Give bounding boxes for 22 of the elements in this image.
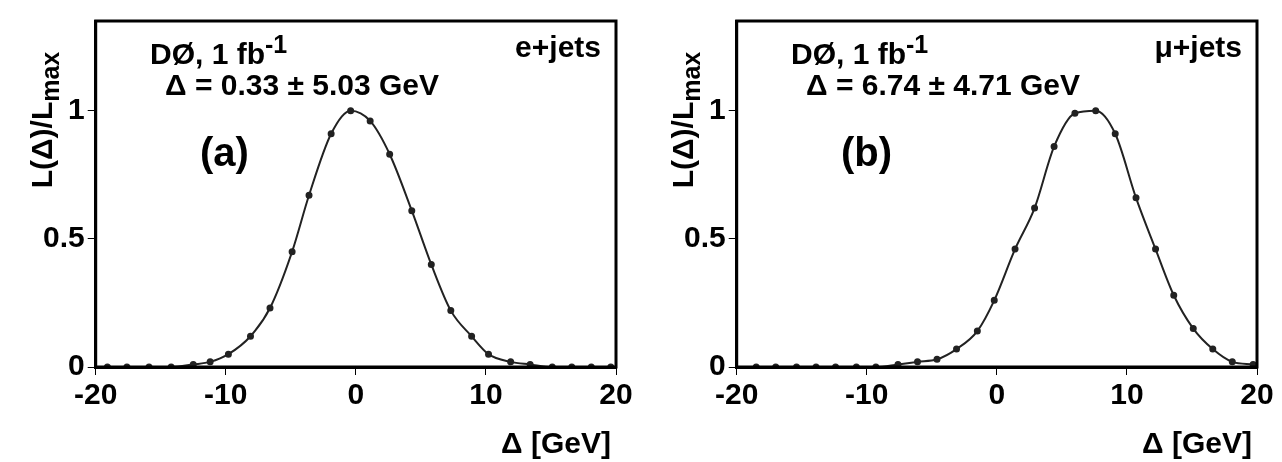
- annotation: μ+jets: [1154, 30, 1242, 64]
- x-tick-label: -10: [845, 377, 889, 411]
- x-tick-label: 10: [1110, 377, 1144, 411]
- y-tick-label: 1: [709, 91, 726, 125]
- x-tick-label: 0: [988, 377, 1006, 411]
- y-tick-label: 0.5: [683, 220, 726, 254]
- annotation: (a): [200, 130, 249, 175]
- y-tick-label: 0.5: [42, 220, 85, 254]
- x-axis-title: Δ [GeV]: [1142, 426, 1252, 460]
- annotation: Δ = 6.74 ± 4.71 GeV: [806, 68, 1081, 102]
- annotation: e+jets: [515, 30, 601, 64]
- annotation: (b): [841, 130, 893, 175]
- x-tick-label: 10: [469, 377, 503, 411]
- x-tick-label: 20: [599, 377, 633, 411]
- x-tick-label: -10: [204, 377, 248, 411]
- x-tick-label: 0: [347, 377, 365, 411]
- x-axis-title: Δ [GeV]: [501, 426, 611, 460]
- y-tick-label: 1: [68, 91, 85, 125]
- x-tick-label: 20: [1240, 377, 1274, 411]
- annotation: DØ, 1 fb$^{-1}$: [150, 30, 288, 71]
- annotation: Δ = 0.33 ± 5.03 GeV: [165, 68, 440, 102]
- annotation: DØ, 1 fb$^{-1}$: [791, 30, 929, 71]
